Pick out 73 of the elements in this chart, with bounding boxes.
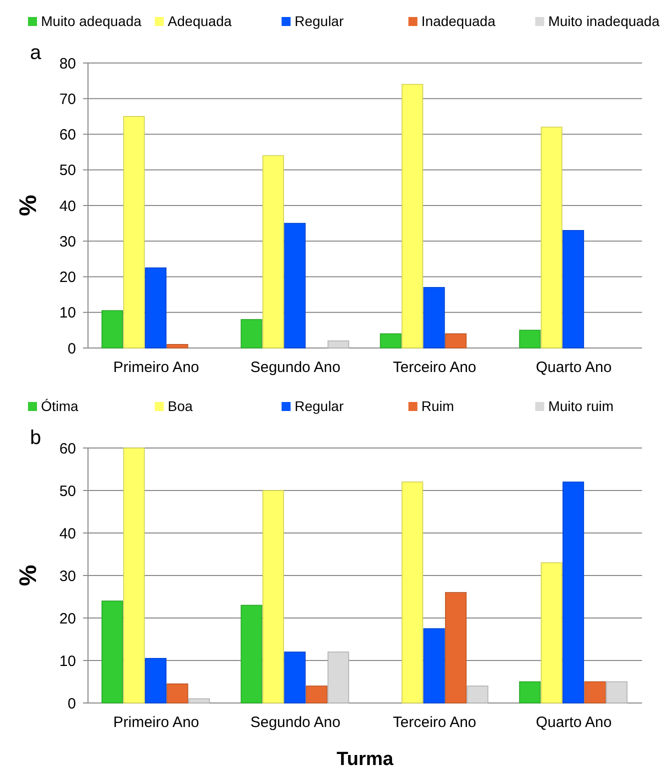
legend-label: Muito inadequada [548, 13, 660, 29]
x-axis-title: Turma [336, 749, 394, 770]
legend-label: Regular [294, 13, 344, 29]
bar [519, 330, 541, 348]
bar [123, 448, 145, 704]
x-tick-label: Terceiro Ano [392, 359, 476, 376]
y-tick-label: 20 [59, 269, 76, 286]
y-tick-label: 50 [59, 162, 76, 180]
bar [102, 310, 124, 348]
y-axis-title: % [15, 194, 42, 216]
y-tick-label: 50 [59, 482, 76, 500]
bar [306, 686, 328, 704]
bar [328, 340, 350, 348]
bar [584, 681, 606, 704]
y-tick-label: 0 [68, 340, 76, 358]
bar [123, 116, 145, 348]
y-tick-label: 70 [59, 90, 76, 108]
bar [328, 652, 350, 704]
legend-label: Muito ruim [548, 398, 614, 414]
x-tick-label: Quarto Ano [536, 359, 612, 376]
bar [562, 230, 584, 348]
legend-label: Regular [294, 398, 344, 414]
legend-label: Boa [168, 398, 193, 414]
bar [606, 681, 628, 704]
x-tick-label: Terceiro Ano [392, 714, 476, 731]
bar [540, 562, 562, 704]
bar [284, 222, 306, 348]
bar [402, 482, 424, 704]
x-tick-label: Primeiro Ano [113, 359, 200, 376]
y-tick-label: 40 [59, 525, 76, 542]
legend-label: Inadequada [421, 13, 496, 29]
legend-label: Ótima [41, 398, 79, 414]
bar [445, 592, 467, 704]
bar [519, 681, 541, 704]
bar [188, 698, 210, 704]
bar [240, 319, 262, 348]
bar [380, 333, 402, 348]
bar [262, 155, 284, 348]
y-tick-label: 40 [59, 198, 76, 215]
bar [466, 686, 488, 704]
bar [423, 287, 445, 348]
bar [540, 126, 562, 348]
x-tick-label: Segundo Ano [250, 714, 340, 731]
bar [262, 490, 284, 704]
bar [445, 333, 467, 348]
bar [144, 267, 166, 348]
x-tick-label: Primeiro Ano [113, 714, 200, 731]
x-tick-label: Quarto Ano [536, 714, 612, 731]
bar [284, 652, 306, 704]
y-tick-label: 20 [59, 610, 76, 628]
bar [166, 683, 188, 704]
bar [144, 658, 166, 704]
y-tick-label: 60 [59, 126, 76, 144]
y-tick-label: 0 [68, 695, 76, 712]
chart-title: b [30, 427, 42, 449]
y-axis-title: % [15, 564, 42, 586]
bar [166, 344, 188, 348]
y-tick-label: 60 [59, 440, 76, 458]
legend-label: Ruim [421, 398, 454, 414]
y-tick-label: 30 [59, 233, 76, 250]
x-tick-label: Segundo Ano [250, 359, 340, 376]
bar [102, 600, 124, 704]
bar [423, 628, 445, 704]
bar [562, 482, 584, 704]
y-tick-label: 30 [59, 568, 76, 585]
bar [402, 84, 424, 348]
y-tick-label: 10 [59, 304, 76, 322]
legend-label: Muito adequada [41, 13, 142, 29]
chart-title: a [30, 42, 42, 64]
y-tick-label: 10 [59, 652, 76, 670]
legend-label: Adequada [168, 13, 232, 29]
y-tick-label: 80 [59, 55, 76, 72]
bar [240, 604, 262, 704]
